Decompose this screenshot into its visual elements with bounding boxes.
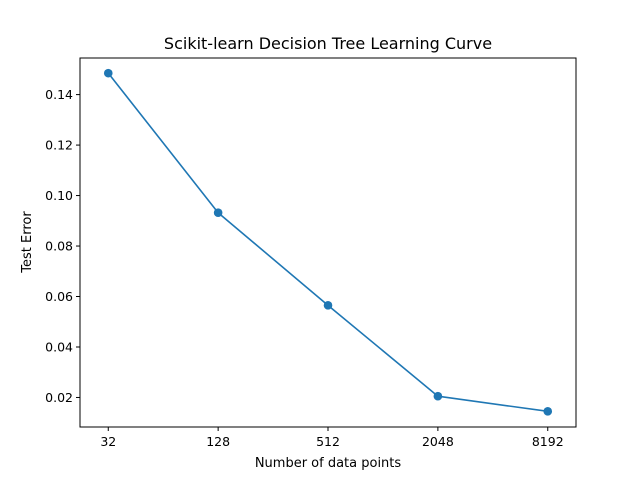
y-tick-label: 0.04 (45, 339, 73, 354)
x-axis: 32 128 512 2048 8192 (100, 427, 564, 449)
plot-frame (79, 57, 577, 428)
x-tick-label: 32 (100, 434, 116, 449)
y-tick-label: 0.06 (45, 289, 73, 304)
y-axis-label: Test Error (20, 211, 35, 274)
x-axis-label: Number of data points (255, 456, 402, 471)
y-tick-label: 0.12 (45, 138, 73, 153)
x-tick-label: 512 (316, 434, 340, 449)
y-tick-label: 0.14 (45, 87, 73, 102)
y-tick-label: 0.10 (45, 188, 73, 203)
y-axis: 0.02 0.04 0.06 0.08 0.10 0.12 0.14 (45, 87, 80, 405)
plot-area (103, 68, 553, 416)
data-point (323, 301, 333, 310)
chart-title: Scikit-learn Decision Tree Learning Curv… (164, 34, 492, 53)
data-point (543, 407, 553, 416)
data-point (103, 68, 113, 78)
y-tick-label: 0.02 (45, 390, 73, 405)
y-tick-label: 0.08 (45, 239, 73, 254)
x-tick-label: 2048 (422, 434, 454, 449)
data-point (433, 391, 443, 401)
x-tick-label: 8192 (532, 434, 564, 449)
data-point (213, 208, 223, 218)
x-tick-label: 128 (206, 434, 230, 449)
